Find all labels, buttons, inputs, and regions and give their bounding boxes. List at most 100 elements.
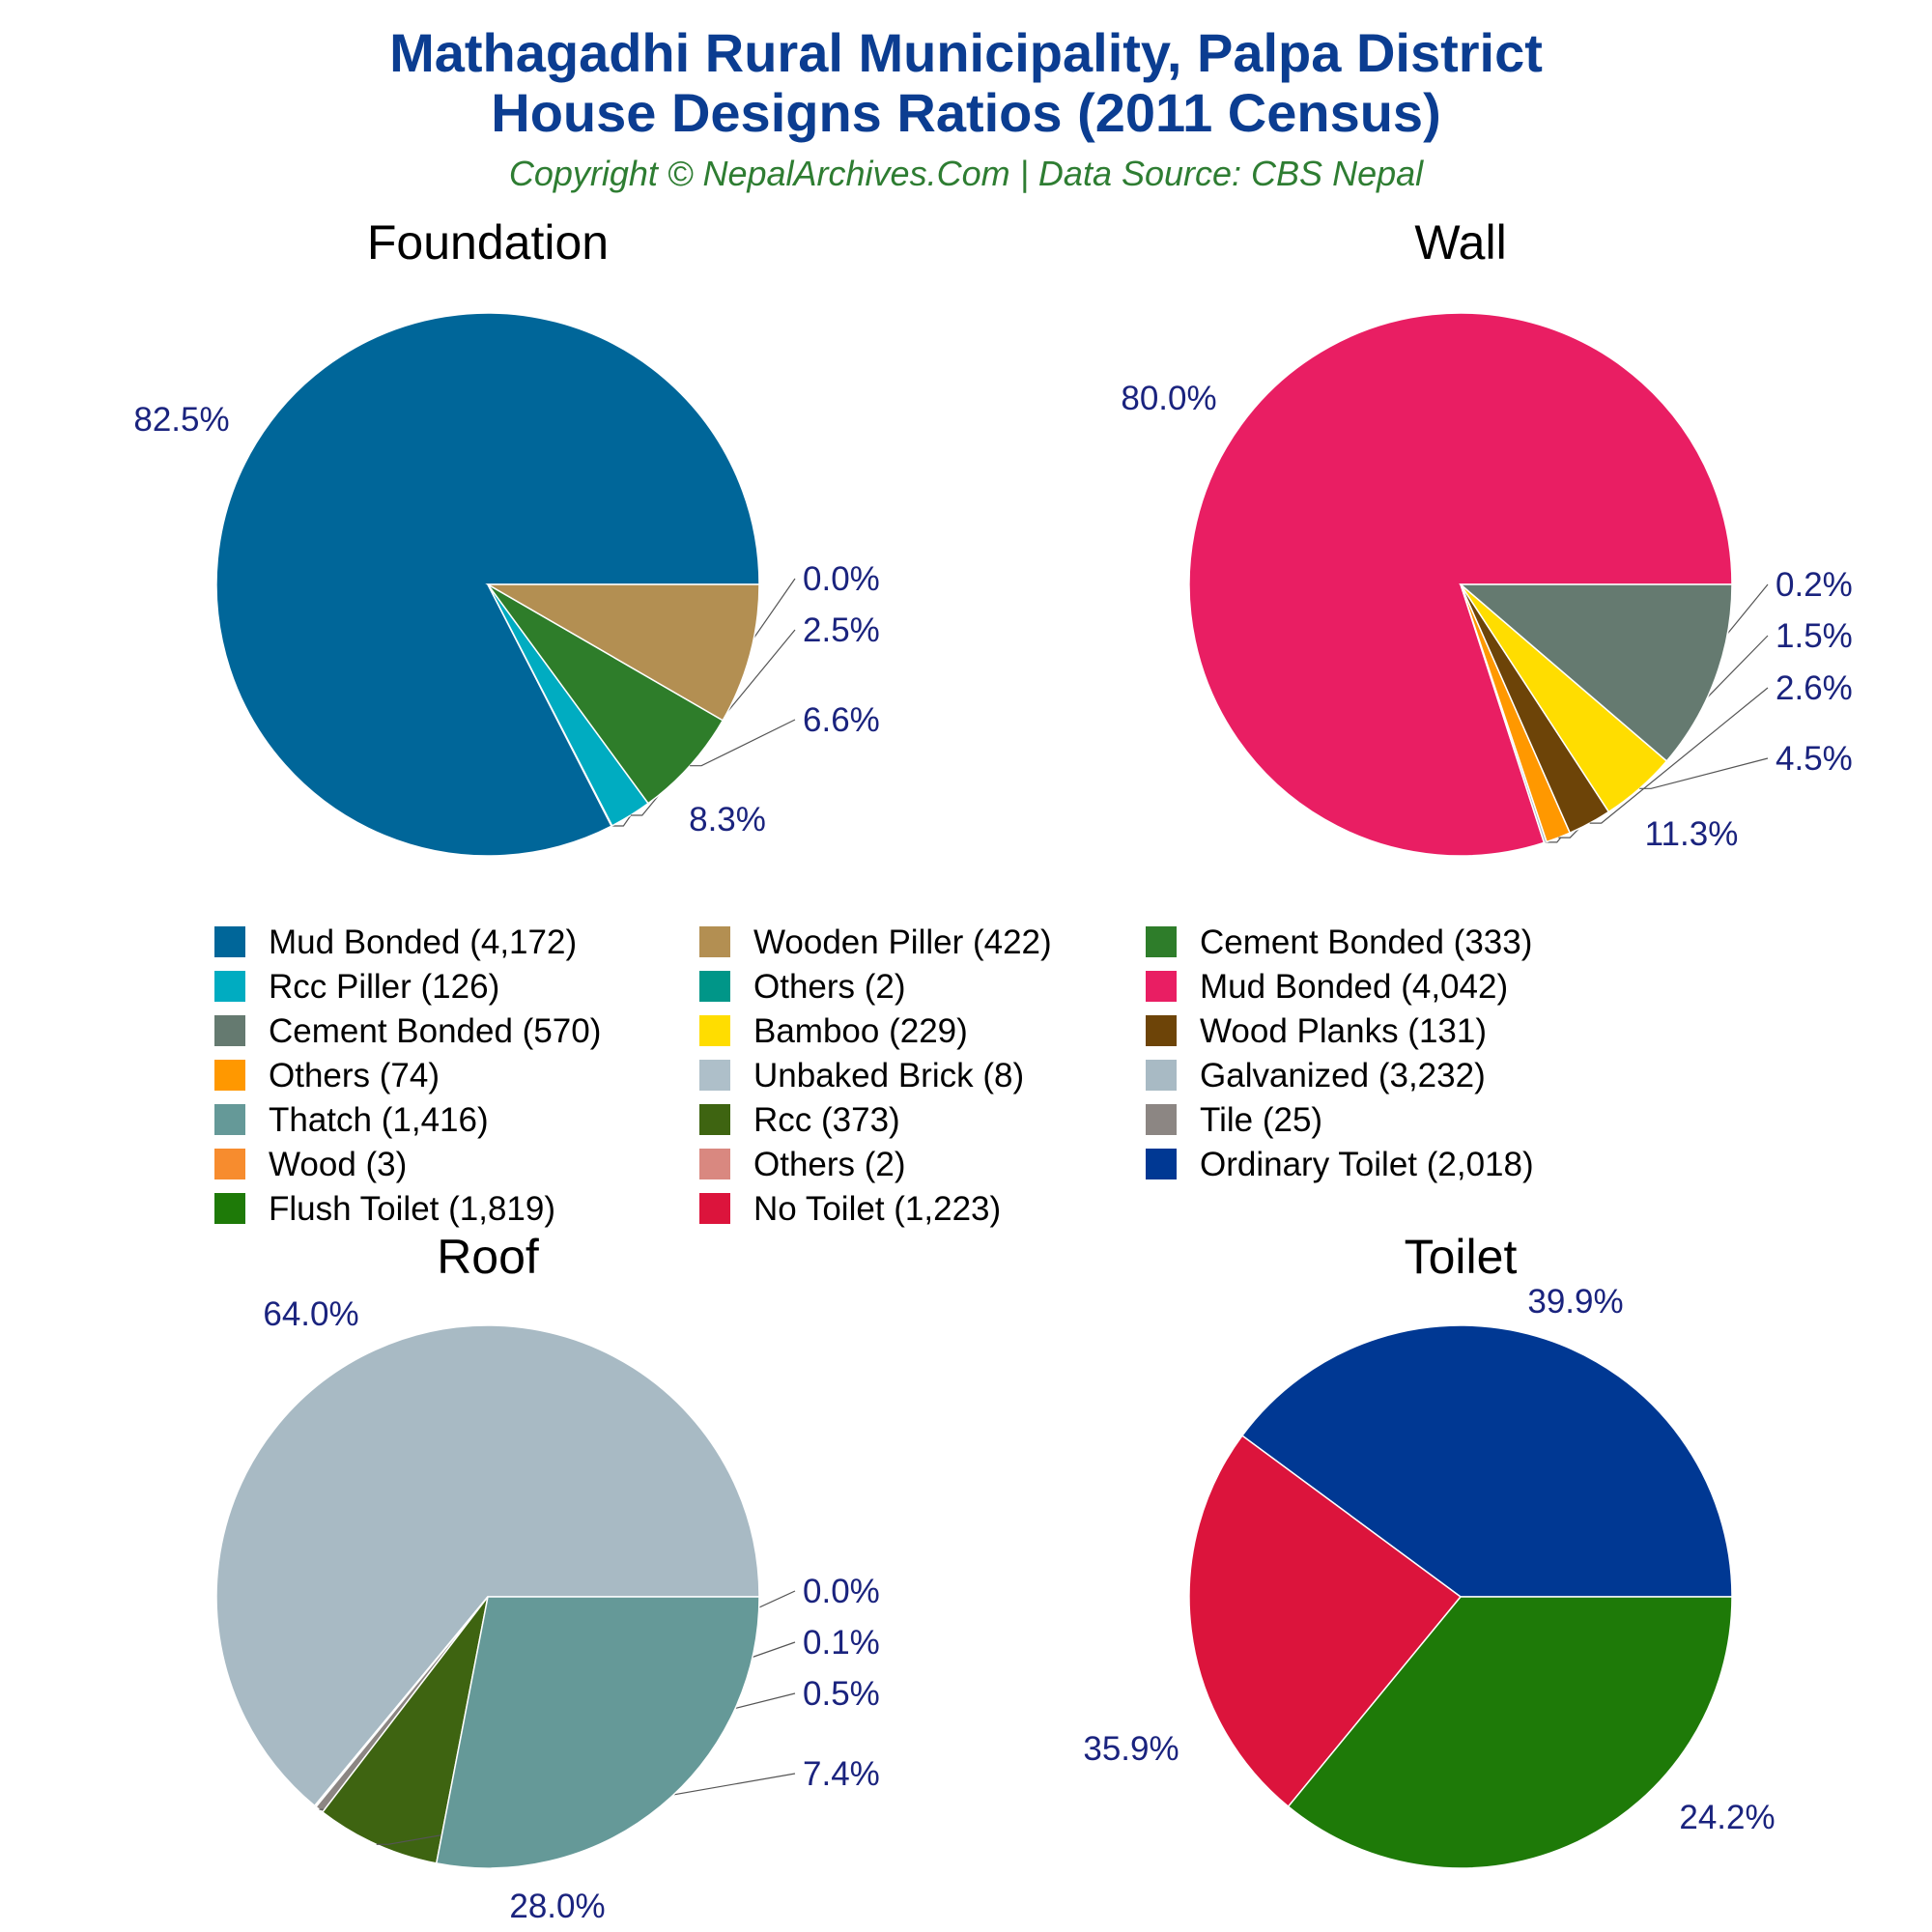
legend-swatch [699,1193,730,1224]
legend-item-rcc-373: Rcc (373) [699,1101,900,1139]
legend-swatch [699,971,730,1002]
pct-label-roof-rcc: 7.4% [803,1755,880,1793]
chart-title-line1: Mathagadhi Rural Municipality, Palpa Dis… [389,22,1543,83]
legend-swatch [699,1104,730,1135]
slice-foundation-wooden-piller [485,583,760,722]
legend-swatch [214,1060,245,1091]
legend-item-others-74: Others (74) [214,1057,440,1094]
legend-label: Cement Bonded (570) [269,1012,601,1050]
pct-label-roof-galvanized: 64.0% [263,1295,358,1333]
chart-title-line2: House Designs Ratios (2011 Census) [491,82,1440,143]
pct-label-wall-others: 1.5% [1776,617,1853,655]
legend-label: Others (2) [753,1146,906,1183]
legend-item-bamboo-229: Bamboo (229) [699,1012,968,1050]
legend-label: Galvanized (3,232) [1200,1057,1486,1094]
legend-item-mud-bonded-4-042: Mud Bonded (4,042) [1146,968,1508,1006]
pie-chart-wall: Wall 80.0% 0.2% 1.5% 2.6% 4.5% 11.3% [1121,215,1853,857]
slice-wall-cement-bonded [1458,583,1733,762]
legend-label: Rcc Piller (126) [269,968,499,1006]
legend-item-wood-3: Wood (3) [214,1146,407,1183]
legend-item-wooden-piller-422: Wooden Piller (422) [699,923,1052,961]
legend-swatch [214,1193,245,1224]
leader-line-foundation-cement-bonded [690,719,796,767]
pct-label-wall-mud-bonded: 80.0% [1121,380,1216,417]
legend-label: Rcc (373) [753,1101,900,1139]
legend-label: Unbaked Brick (8) [753,1057,1024,1094]
pct-label-wall-unbaked-brick: 0.2% [1776,566,1853,604]
pct-label-roof-others: 0.0% [803,1573,880,1610]
legend-item-galvanized-3-232: Galvanized (3,232) [1146,1057,1486,1094]
legend-swatch [1146,971,1177,1002]
legend-item-unbaked-brick-8: Unbaked Brick (8) [699,1057,1024,1094]
legend-item-others-2: Others (2) [699,968,906,1006]
legend-item-tile-25: Tile (25) [1146,1101,1322,1139]
leader-line-wall-bamboo [1639,757,1769,789]
legend-item-wood-planks-131: Wood Planks (131) [1146,1012,1487,1050]
pct-label-wall-cement-bonded: 11.3% [1645,815,1739,853]
pct-label-foundation-rcc-piller: 2.5% [803,611,880,649]
legend-item-flush-toilet-1-819: Flush Toilet (1,819) [214,1190,555,1228]
legend-label: Wooden Piller (422) [753,923,1052,961]
pct-label-roof-tile: 0.5% [803,1675,880,1713]
legend-label: Mud Bonded (4,042) [1200,968,1508,1006]
slice-toilet-no-toilet [1188,1435,1463,1808]
legend-label: Ordinary Toilet (2,018) [1200,1146,1534,1183]
legend-label: Cement Bonded (333) [1200,923,1532,961]
legend-swatch [1146,926,1177,957]
slice-toilet-flush-toilet [1287,1596,1733,1869]
pie-charts-group: Foundation 82.5% 0.0% 2.5% 6.6% 8.3% Wall 80.0%… [133,215,1852,1925]
legend-swatch [214,926,245,957]
pie-title-foundation: Foundation [367,215,609,270]
legend-swatch [214,1149,245,1179]
legend-swatch [1146,1149,1177,1179]
pct-label-foundation-others: 0.0% [803,560,880,598]
legend-swatch [214,971,245,1002]
pct-label-foundation-cement-bonded: 6.6% [803,701,880,739]
legend-swatch [699,926,730,957]
slice-foundation-cement-bonded [487,583,724,805]
legend-label: Thatch (1,416) [269,1101,489,1139]
pct-label-toilet-no-toilet: 24.2% [1679,1799,1775,1836]
legend-item-thatch-1-416: Thatch (1,416) [214,1101,489,1139]
legend-item-no-toilet-1-223: No Toilet (1,223) [699,1190,1001,1228]
pie-title-roof: Roof [437,1230,539,1284]
legend-item-others-2: Others (2) [699,1146,906,1183]
pie-title-toilet: Toilet [1405,1230,1518,1284]
legend-label: Others (2) [753,968,906,1006]
legend-item-cement-bonded-333: Cement Bonded (333) [1146,923,1532,961]
legend-swatch [1146,1104,1177,1135]
slice-roof-thatch [435,1596,760,1869]
legend-swatch [699,1060,730,1091]
legend-swatch [1146,1015,1177,1046]
legend-item-ordinary-toilet-2-018: Ordinary Toilet (2,018) [1146,1146,1534,1183]
legend-label: Wood Planks (131) [1200,1012,1487,1050]
legend-swatch [214,1015,245,1046]
pct-label-wall-wood-planks: 2.6% [1776,669,1853,707]
legend-label: Bamboo (229) [753,1012,968,1050]
legend: Mud Bonded (4,172) Wooden Piller (422) Cem… [214,923,1534,1228]
legend-label: Wood (3) [269,1146,407,1183]
legend-swatch [699,1015,730,1046]
leader-line-wall-wood-planks [1589,687,1769,824]
pie-chart-roof: Roof 64.0% 0.0% 0.1% 0.5% 7.4% 28.0% [215,1230,880,1925]
legend-item-cement-bonded-570: Cement Bonded (570) [214,1012,601,1050]
legend-item-mud-bonded-4-172: Mud Bonded (4,172) [214,923,577,961]
legend-label: Others (74) [269,1057,440,1094]
legend-label: Tile (25) [1200,1101,1322,1139]
legend-swatch [699,1149,730,1179]
legend-swatch [1146,1060,1177,1091]
leader-line-foundation-rcc-piller [630,629,796,816]
legend-label: Mud Bonded (4,172) [269,923,577,961]
legend-label: No Toilet (1,223) [753,1190,1001,1228]
slice-roof-galvanized [215,1324,760,1807]
pie-chart-foundation: Foundation 82.5% 0.0% 2.5% 6.6% 8.3% [133,215,880,857]
pie-title-wall: Wall [1414,215,1506,270]
legend-label: Flush Toilet (1,819) [269,1190,555,1228]
pct-label-foundation-mud-bonded: 82.5% [133,401,229,439]
chart-subtitle: Copyright © NepalArchives.Com | Data Sou… [509,154,1424,193]
slice-toilet-ordinary-toilet [1240,1324,1733,1598]
pct-label-foundation-wooden-piller: 8.3% [689,801,766,838]
pct-label-toilet-ordinary-toilet: 39.9% [1527,1283,1623,1321]
